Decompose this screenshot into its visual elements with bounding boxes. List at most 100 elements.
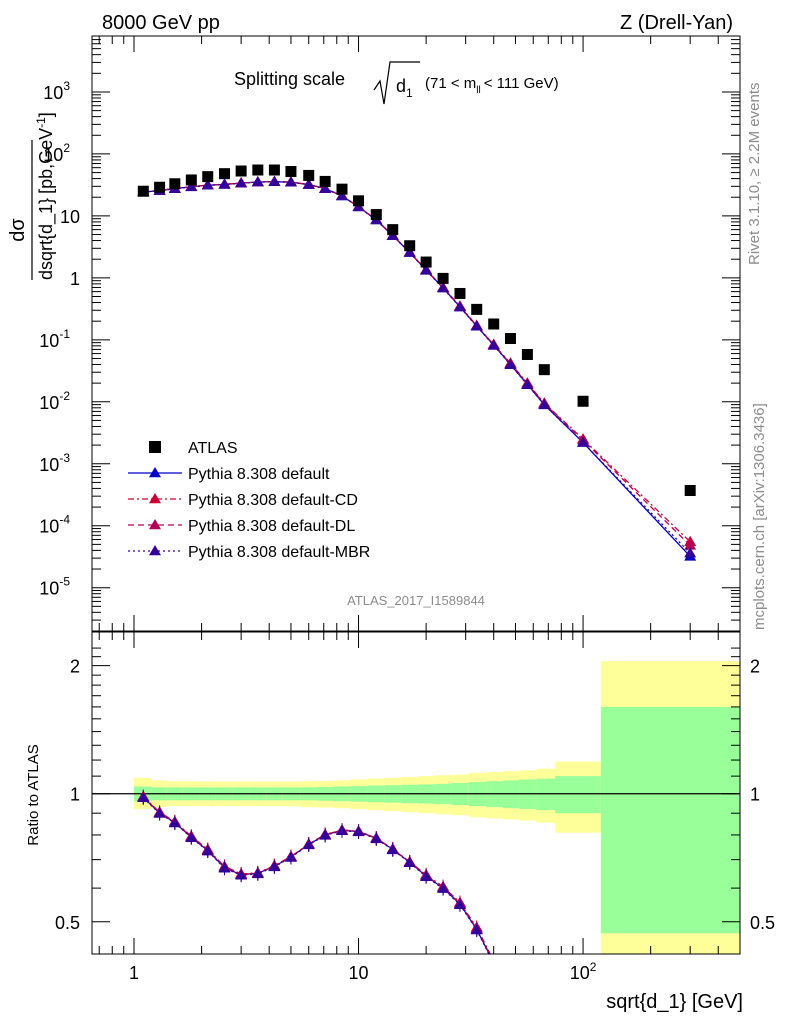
plot-title-main: Splitting scale xyxy=(234,69,345,89)
y-tick-label: 102 xyxy=(43,141,70,165)
mc-point xyxy=(352,825,365,837)
main-panel: 10-5 10-4 10-3 10-2 10-1 1 10 102 103 Splitting … xyxy=(39,35,741,632)
ylabel-numerator: dσ xyxy=(7,218,29,242)
mc-point xyxy=(268,175,281,186)
x-tick-label: 102 xyxy=(570,960,597,983)
ratio-panel: 1 10 102 0.5 0.5 1 1 2 2 xyxy=(55,631,775,992)
mc-point xyxy=(284,176,297,187)
mc-point xyxy=(201,845,214,856)
atlas-data-point xyxy=(154,181,166,193)
atlas-data-point xyxy=(454,287,466,299)
plot-title-cut: (71 < mll < 111 GeV) xyxy=(425,75,559,96)
mc-point xyxy=(137,791,150,803)
atlas-data-point xyxy=(437,272,449,284)
mc-point xyxy=(521,378,534,390)
atlas-data-point xyxy=(185,174,197,186)
mc-point xyxy=(684,547,697,558)
ratio-series-line xyxy=(142,797,490,954)
header-left: 8000 GeV pp xyxy=(102,12,220,34)
atlas-data-point xyxy=(235,165,247,177)
y-tick-label: 10-2 xyxy=(39,389,70,413)
plot-title: Splitting scale d1 (71 < mll < 111 GeV) xyxy=(234,61,559,105)
main-series xyxy=(137,175,697,561)
main-series-2 xyxy=(137,175,697,547)
atlas-data-point xyxy=(387,224,399,236)
legend-marker-square xyxy=(149,441,161,453)
legend-label: Pythia 8.308 default-DL xyxy=(188,518,355,535)
mc-point xyxy=(538,398,551,410)
atlas-data-point xyxy=(404,240,416,252)
ratio-series-line xyxy=(142,797,490,954)
mc-point xyxy=(577,436,590,447)
ratio-y-tick-label-right: 1 xyxy=(750,785,760,805)
atlas-data-point xyxy=(684,485,696,497)
y-tick-label: 10-5 xyxy=(39,575,70,599)
legend-label: ATLAS xyxy=(188,440,238,457)
atlas-data-point xyxy=(353,195,365,207)
ratio-y-tick-label: 2 xyxy=(70,657,80,677)
mc-point xyxy=(403,246,416,257)
main-series-4 xyxy=(137,175,697,558)
legend-entry: ATLAS xyxy=(149,440,238,457)
atlas-data-point xyxy=(169,178,181,190)
mc-point xyxy=(370,832,383,844)
atlas-data-point xyxy=(252,164,264,176)
mcplots-label: mcplots.cern.ch [arXiv:1306.3436] xyxy=(751,403,768,630)
mc-point xyxy=(149,493,161,504)
mc-point xyxy=(437,882,450,893)
ratio-y-tick-label: 1 xyxy=(70,785,80,805)
mc-point xyxy=(149,545,161,556)
mc-point xyxy=(284,851,297,862)
legend-label: Pythia 8.308 default xyxy=(188,466,330,483)
mc-point xyxy=(504,358,517,370)
ylabel-denominator: dsqrt{d_1}[pb,GeV-1] xyxy=(34,112,57,280)
x-tick-label: 10 xyxy=(349,963,369,983)
atlas-data-point xyxy=(319,175,331,187)
mc-point xyxy=(488,955,500,965)
mc-point xyxy=(420,870,433,881)
legend-entry: Pythia 8.308 default xyxy=(128,466,330,483)
y-tick-label: 103 xyxy=(43,79,70,103)
sqrt-symbol-icon xyxy=(373,61,420,105)
ratio-bands xyxy=(134,661,740,954)
atlas-data-point xyxy=(538,364,550,376)
mc-point xyxy=(218,178,231,189)
mc-point xyxy=(437,282,450,293)
ratio-y-tick-label-right: 0.5 xyxy=(750,913,775,933)
mc-point xyxy=(302,178,315,189)
x-axis-label: sqrt{d_1} [GeV] xyxy=(606,991,743,1013)
main-ylabel: dσ dsqrt{d_1}[pb,GeV-1] xyxy=(7,112,57,280)
main-series-line xyxy=(143,180,691,543)
mc-point xyxy=(201,179,214,190)
ratio-ylabel: Ratio to ATLAS xyxy=(25,744,42,845)
y-tick-label: 10-1 xyxy=(39,327,70,351)
ratio-series-line xyxy=(142,796,491,954)
header-right: Z (Drell-Yan) xyxy=(620,12,733,34)
mc-point xyxy=(453,301,466,312)
mc-point xyxy=(504,981,516,991)
legend: ATLAS Pythia 8.308 default Pythia 8.308 de… xyxy=(128,440,370,561)
atlas-data-point xyxy=(336,183,348,195)
y-tick-label: 10 xyxy=(60,207,80,227)
mc-point xyxy=(488,956,500,966)
mc-point xyxy=(319,829,332,840)
mc-point xyxy=(185,180,198,192)
mc-point xyxy=(470,320,483,331)
plot-title-symbol: d1 xyxy=(396,76,413,100)
mc-point xyxy=(420,264,433,275)
atlas-data-point xyxy=(268,164,280,176)
mc-point xyxy=(504,982,516,992)
mc-point xyxy=(251,867,264,879)
ratio-series-4 xyxy=(137,790,500,968)
atlas-data-point xyxy=(219,168,231,180)
mc-point xyxy=(149,467,161,478)
inner-band-bin xyxy=(536,778,556,811)
main-frame xyxy=(91,35,741,632)
ratio-series-line xyxy=(142,796,491,954)
mc-point xyxy=(488,958,500,968)
y-tick-label: 10-3 xyxy=(39,451,70,475)
ratio-series-2 xyxy=(137,789,500,965)
mc-point xyxy=(153,807,166,818)
legend-label: Pythia 8.308 default-MBR xyxy=(188,544,370,561)
